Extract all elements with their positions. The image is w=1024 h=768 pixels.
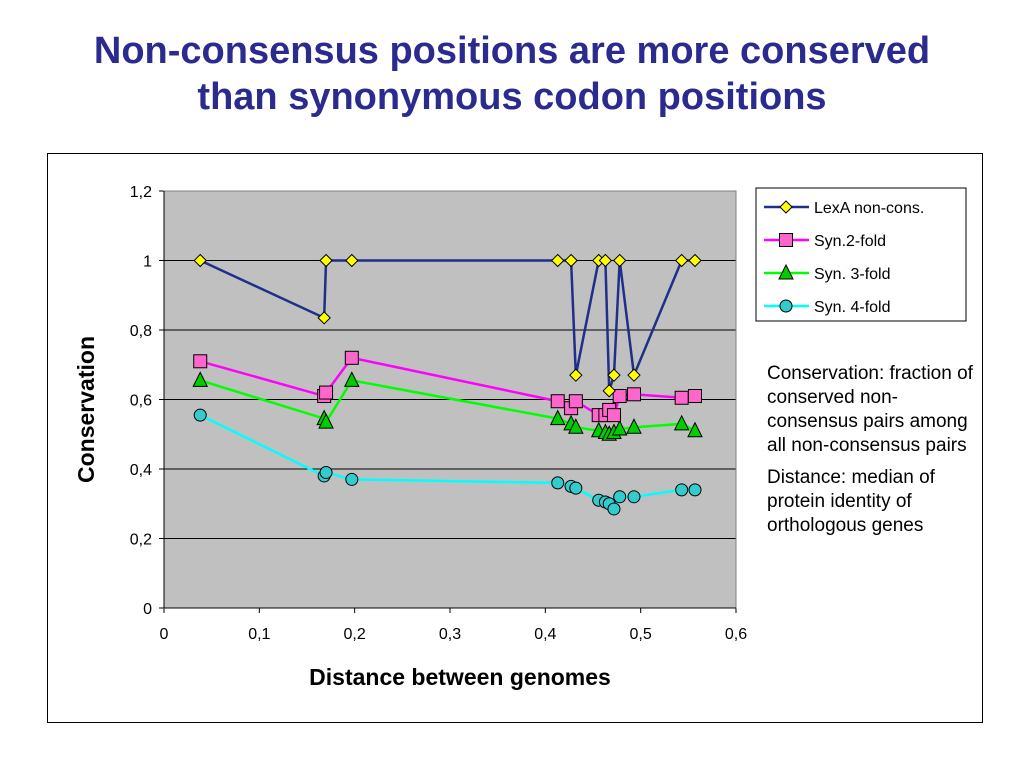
data-point (626, 387, 641, 402)
x-axis-title: Distance between genomes (309, 664, 611, 690)
data-point (193, 354, 208, 369)
data-point (606, 408, 621, 423)
conservation-definition-text: : fraction of conserved non-consensus pa… (767, 363, 973, 456)
data-point (688, 389, 703, 404)
data-point (319, 253, 333, 268)
data-point (569, 481, 583, 495)
x-tick-label: 0,2 (344, 626, 366, 643)
distance-definition: Distance: median of protein identity of … (767, 466, 982, 538)
data-point (613, 490, 627, 504)
data-point (318, 412, 334, 429)
data-point (568, 394, 583, 409)
y-tick-label: 0 (143, 601, 152, 618)
data-point (551, 253, 565, 268)
data-point (612, 389, 627, 404)
distance-definition-text: : median of protein identity of ortholog… (767, 467, 935, 536)
x-tick-label: 0 (160, 626, 169, 643)
data-point (193, 253, 207, 268)
data-point (687, 421, 703, 438)
data-point (317, 311, 331, 325)
data-point (688, 253, 702, 268)
data-point (611, 419, 628, 436)
data-point (319, 465, 333, 479)
legend: LexA non-cons. Syn.2-fold Syn. 3-fold Syn. … (755, 187, 967, 322)
conservation-term: Conservation (767, 363, 879, 384)
y-tick-label: 0,2 (130, 532, 152, 549)
legend-label: Syn. 4-fold (814, 299, 890, 316)
legend-marker (779, 233, 793, 247)
data-point (344, 350, 359, 365)
y-axis-title: Conservation (73, 336, 99, 483)
legend-marker (778, 263, 794, 280)
legend-label: LexA non-cons. (814, 200, 924, 217)
legend-marker (779, 299, 793, 313)
data-point (343, 371, 360, 387)
data-point (627, 368, 641, 382)
data-point (319, 385, 334, 400)
x-tick-label: 0,1 (248, 626, 270, 643)
series-syn-2-fold (193, 350, 703, 423)
data-point (607, 368, 621, 382)
data-point (675, 483, 689, 497)
x-tick-label: 0,6 (725, 626, 747, 643)
data-point (192, 371, 209, 387)
y-tick-label: 0,4 (130, 462, 152, 479)
legend-item: LexA non-cons. (764, 200, 924, 217)
data-point (674, 390, 689, 405)
data-point (627, 490, 641, 504)
data-point (193, 408, 207, 422)
data-point (602, 384, 616, 398)
chart-frame: 0 0,2 0,4 0,6 0,8 1 1,2 0 0,1 0,2 0,3 0,4 0,5 0,6 Dist… (47, 153, 983, 723)
data-point (612, 253, 627, 268)
data-point (550, 394, 565, 409)
data-point (345, 253, 359, 268)
data-point (345, 472, 359, 486)
conservation-definition: Conservation: fraction of conserved non-… (767, 362, 982, 458)
legend-label: Syn.2-fold (814, 233, 886, 250)
series-syn-4-fold (193, 408, 702, 516)
data-point (551, 476, 565, 490)
data-point (607, 502, 621, 516)
legend-label: Syn. 3-fold (814, 266, 890, 283)
legend-item: Syn.2-fold (764, 233, 886, 250)
data-point (564, 253, 578, 268)
slide-title-line-1: Non-consensus positions are more conserv… (93, 30, 931, 72)
definitions-note: Conservation: fraction of conserved non-… (767, 362, 982, 546)
data-point (568, 418, 584, 434)
y-tick-label: 1 (143, 254, 152, 271)
chart: 0 0,2 0,4 0,6 0,8 1 1,2 0 0,1 0,2 0,3 0,4 0,5 0,6 Dist… (73, 184, 967, 690)
x-tick-label: 0,4 (534, 626, 556, 643)
data-point (673, 414, 690, 431)
data-point (626, 418, 642, 434)
legend-item: Syn. 4-fold (764, 299, 890, 316)
slide-title-line-2: than synonymous codon positions (197, 76, 827, 118)
x-tick-label: 0,5 (630, 626, 652, 643)
legend-marker (779, 200, 793, 214)
data-point (674, 253, 689, 268)
legend-box (755, 187, 967, 322)
y-tick-label: 0,6 (130, 393, 152, 410)
data-point (598, 253, 613, 268)
series-syn-3-fold (192, 371, 703, 441)
y-tick-label: 1,2 (130, 184, 152, 201)
x-tick-label: 0,3 (439, 626, 461, 643)
data-point (569, 368, 583, 382)
slide-title: Non-consensus positions are more conserv… (0, 28, 1024, 120)
y-tick-label: 0,8 (130, 323, 152, 340)
series-lexa-non-cons (193, 253, 702, 398)
data-point (549, 409, 566, 426)
data-point (688, 483, 702, 497)
legend-item: Syn. 3-fold (764, 263, 890, 283)
distance-term: Distance (767, 467, 841, 488)
